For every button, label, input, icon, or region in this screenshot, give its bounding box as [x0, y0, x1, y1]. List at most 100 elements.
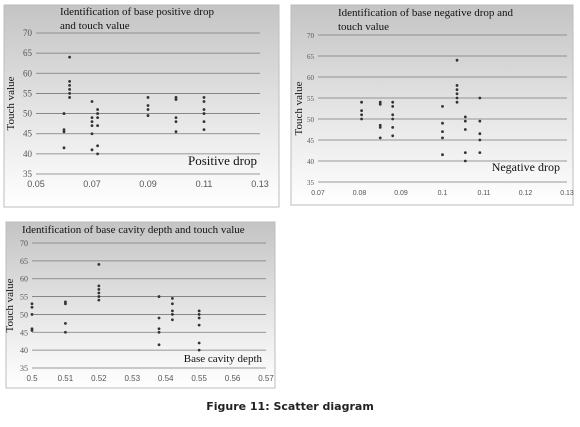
- data-point: [202, 128, 206, 132]
- data-point: [441, 105, 444, 108]
- data-point: [157, 327, 161, 331]
- data-point: [30, 327, 34, 331]
- data-point: [202, 112, 206, 115]
- data-point: [360, 109, 363, 112]
- data-point: [378, 123, 382, 127]
- data-point: [96, 144, 99, 148]
- data-point: [463, 115, 467, 119]
- y-tick-label: 40: [307, 158, 315, 166]
- data-point: [463, 151, 467, 155]
- data-point: [197, 348, 201, 352]
- data-point: [197, 309, 201, 313]
- data-point: [463, 119, 467, 123]
- data-point: [146, 108, 150, 111]
- y-tick-label: 50: [307, 116, 315, 124]
- data-point: [197, 316, 201, 320]
- x-tick-label: 0.54: [158, 374, 174, 383]
- data-point: [391, 134, 395, 138]
- chart-title: touch value: [338, 21, 389, 33]
- data-point: [62, 112, 66, 115]
- data-point: [463, 128, 467, 131]
- data-point: [174, 96, 178, 99]
- x-tick-label: 0.09: [394, 190, 408, 197]
- data-point: [378, 136, 382, 140]
- data-point: [455, 88, 459, 91]
- data-point: [391, 105, 395, 108]
- data-point: [64, 321, 67, 325]
- data-point: [391, 126, 395, 129]
- data-point: [146, 96, 150, 99]
- data-point: [157, 295, 161, 298]
- data-point: [96, 112, 99, 115]
- data-point: [202, 108, 206, 111]
- y-tick-label: 70: [307, 32, 315, 40]
- data-point: [455, 92, 459, 96]
- data-point: [96, 124, 99, 128]
- x-tick-label: 0.13: [251, 179, 269, 189]
- data-point: [197, 341, 201, 345]
- y-tick-label: 60: [20, 275, 28, 284]
- data-point: [90, 120, 94, 124]
- y-tick-label: 65: [307, 53, 315, 61]
- y-tick-label: 40: [20, 346, 28, 355]
- chart-title: Identification of base positive drop: [60, 6, 214, 18]
- data-point: [197, 313, 201, 316]
- data-point: [441, 130, 444, 134]
- y-tick-label: 55: [23, 88, 33, 98]
- data-point: [97, 291, 101, 295]
- data-point: [97, 295, 101, 298]
- data-point: [463, 159, 467, 163]
- data-point: [68, 79, 71, 83]
- chart-title: Identification of base cavity depth and …: [22, 224, 245, 236]
- data-point: [68, 96, 71, 99]
- series-annotation: Positive drop: [188, 153, 257, 168]
- data-point: [360, 113, 363, 117]
- x-tick-label: 0.13: [560, 190, 574, 197]
- data-point: [97, 284, 101, 288]
- data-point: [197, 323, 201, 327]
- data-point: [157, 316, 161, 320]
- data-point: [455, 58, 459, 62]
- x-tick-label: 0.12: [519, 190, 533, 197]
- y-axis-label: Touch value: [293, 81, 305, 135]
- y-tick-label: 55: [20, 293, 28, 302]
- series-annotation: Negative drop: [492, 160, 560, 174]
- data-point: [64, 330, 67, 334]
- x-tick-label: 0.09: [139, 179, 157, 189]
- data-point: [68, 55, 71, 59]
- y-tick-label: 60: [307, 74, 315, 82]
- y-tick-label: 65: [20, 257, 28, 266]
- data-point: [64, 300, 67, 304]
- data-point: [441, 153, 444, 157]
- y-tick-label: 70: [23, 28, 33, 38]
- y-tick-label: 50: [20, 310, 28, 319]
- data-point: [174, 130, 178, 134]
- x-tick-label: 0.53: [124, 374, 140, 383]
- y-tick-label: 35: [20, 364, 28, 373]
- data-point: [391, 113, 395, 117]
- data-point: [30, 305, 34, 309]
- scatter-chart-3: 35 40 45 50 55 60 65 70 0.5 0.51 0.52 0.53 0.54 0.55 0…: [4, 221, 276, 389]
- y-tick-label: 50: [23, 109, 33, 119]
- y-tick-label: 45: [307, 137, 315, 145]
- x-tick-label: 0.57: [258, 374, 274, 383]
- y-tick-label: 55: [307, 95, 315, 103]
- data-point: [68, 92, 71, 95]
- y-tick-label: 70: [20, 239, 28, 248]
- data-point: [455, 96, 459, 100]
- data-point: [171, 296, 174, 300]
- data-point: [97, 288, 101, 291]
- data-point: [90, 132, 94, 136]
- data-point: [391, 117, 395, 121]
- x-tick-label: 0.11: [196, 179, 213, 189]
- data-point: [441, 136, 444, 140]
- data-point: [378, 102, 382, 106]
- data-point: [90, 100, 94, 103]
- y-axis-label: Touch value: [4, 278, 16, 332]
- data-point: [478, 119, 482, 123]
- x-tick-label: 0.55: [191, 374, 207, 383]
- x-tick-label: 0.56: [225, 374, 241, 383]
- chart-background: [3, 4, 280, 208]
- data-point: [90, 124, 94, 128]
